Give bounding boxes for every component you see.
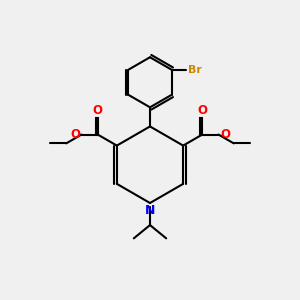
- Text: O: O: [220, 128, 230, 141]
- Text: O: O: [70, 128, 80, 141]
- Text: Br: Br: [188, 65, 202, 75]
- Text: O: O: [197, 104, 207, 117]
- Text: N: N: [145, 205, 155, 218]
- Text: O: O: [93, 104, 103, 117]
